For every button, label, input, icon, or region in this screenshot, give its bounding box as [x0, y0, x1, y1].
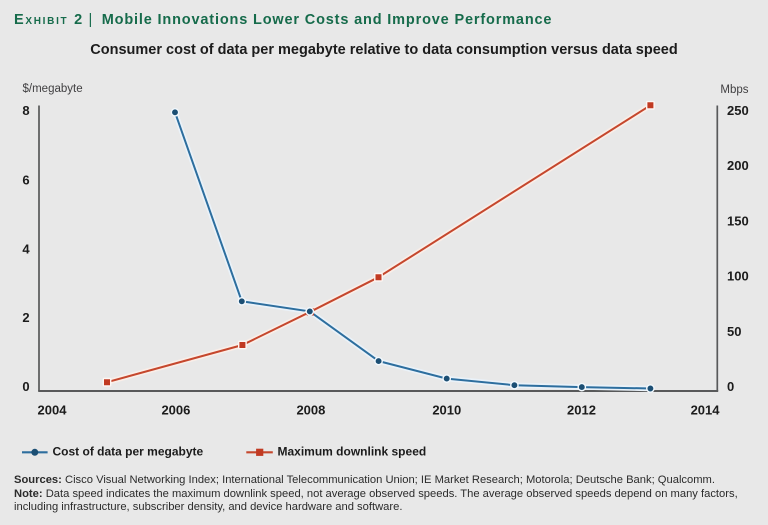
svg-text:8: 8 — [22, 103, 29, 118]
svg-text:Mbps: Mbps — [720, 84, 748, 96]
svg-text:250: 250 — [727, 103, 749, 118]
svg-text:4: 4 — [22, 241, 30, 256]
svg-text:0: 0 — [22, 379, 29, 394]
svg-text:50: 50 — [727, 324, 741, 339]
svg-text:6: 6 — [22, 172, 29, 187]
svg-text:Cost of data per megabyte: Cost of data per megabyte — [53, 445, 204, 459]
svg-text:2: 2 — [22, 310, 29, 325]
svg-text:150: 150 — [727, 213, 749, 228]
svg-text:2006: 2006 — [161, 402, 190, 417]
svg-text:$/megabyte: $/megabyte — [23, 83, 83, 95]
svg-text:2008: 2008 — [296, 402, 325, 417]
svg-text:200: 200 — [727, 158, 749, 173]
svg-text:2014: 2014 — [691, 402, 721, 417]
svg-text:0: 0 — [727, 379, 734, 394]
svg-text:2012: 2012 — [567, 402, 596, 417]
svg-text:Maximum downlink speed: Maximum downlink speed — [278, 445, 427, 459]
svg-text:100: 100 — [727, 269, 749, 284]
svg-text:2004: 2004 — [38, 402, 68, 417]
svg-text:2010: 2010 — [432, 402, 461, 417]
